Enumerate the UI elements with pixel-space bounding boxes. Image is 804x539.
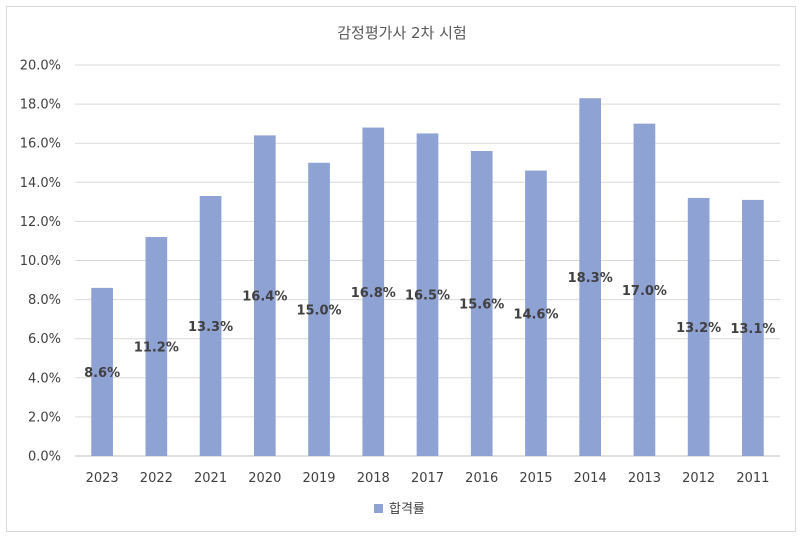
x-tick-label: 2019: [302, 471, 335, 486]
y-tick-label: 12.0%: [20, 215, 61, 230]
x-tick-label: 2020: [248, 471, 281, 486]
x-tick-label: 2016: [465, 471, 498, 486]
data-label: 11.2%: [134, 341, 179, 356]
bar: [525, 170, 547, 456]
data-label: 13.3%: [188, 320, 233, 335]
y-tick-label: 2.0%: [28, 410, 61, 425]
y-tick-label: 4.0%: [28, 371, 61, 386]
data-label: 18.3%: [568, 271, 613, 286]
bar: [416, 133, 439, 457]
x-tick-label: 2014: [574, 471, 607, 486]
y-tick-label: 8.0%: [28, 293, 61, 308]
data-label: 16.8%: [351, 286, 396, 301]
bars: [91, 98, 764, 457]
x-tick-label: 2013: [628, 471, 661, 486]
data-label: 8.6%: [84, 366, 120, 381]
y-axis-tick-labels: 0.0% 2.0% 4.0% 6.0% 8.0% 10.0% 12.0% 14.0% 16.0%…: [20, 59, 61, 465]
y-tick-label: 16.0%: [20, 137, 61, 152]
x-axis-tick-labels: 2023 2022 2021 2020 2019 2018 2017 2016 2015 2014…: [86, 471, 770, 486]
bar: [362, 127, 385, 456]
x-tick-label: 2023: [86, 471, 119, 486]
x-tick-label: 2021: [194, 471, 227, 486]
y-tick-label: 14.0%: [20, 176, 61, 191]
y-tick-label: 10.0%: [20, 254, 61, 269]
bar: [308, 162, 330, 456]
x-tick-label: 2017: [411, 471, 444, 486]
legend-label: 합격률: [389, 502, 425, 517]
x-tick-label: 2012: [682, 471, 715, 486]
bar: [470, 151, 493, 456]
bar: [687, 197, 710, 456]
data-label: 13.2%: [676, 321, 721, 336]
bar: [253, 135, 276, 456]
y-tick-label: 6.0%: [28, 332, 61, 347]
y-tick-label: 20.0%: [20, 59, 61, 74]
data-labels: 8.6% 11.2% 13.3% 16.4% 15.0% 16.8% 16.5% 15.6% 1…: [84, 271, 775, 381]
chart-frame: [6, 6, 796, 532]
bar: [199, 195, 222, 457]
bar: [742, 199, 764, 456]
bar: [145, 237, 168, 456]
legend: 합격률: [374, 502, 425, 517]
data-label: 13.1%: [730, 322, 775, 337]
y-tick-label: 0.0%: [28, 450, 61, 465]
x-tick-label: 2015: [519, 471, 552, 486]
data-label: 15.6%: [459, 298, 504, 313]
x-tick-label: 2018: [357, 471, 390, 486]
data-label: 15.0%: [296, 303, 341, 318]
data-label: 14.6%: [513, 307, 558, 322]
data-label: 16.4%: [242, 290, 287, 305]
bar: [633, 123, 656, 457]
data-label: 17.0%: [622, 284, 667, 299]
chart-title: 감정평가사 2차 시험: [337, 24, 466, 42]
legend-swatch: [374, 504, 383, 513]
y-tick-label: 18.0%: [20, 98, 61, 113]
bar: [91, 287, 113, 456]
data-label: 16.5%: [405, 289, 450, 304]
x-tick-label: 2022: [140, 471, 173, 486]
x-tick-label: 2011: [736, 471, 769, 486]
bar: [579, 98, 602, 457]
